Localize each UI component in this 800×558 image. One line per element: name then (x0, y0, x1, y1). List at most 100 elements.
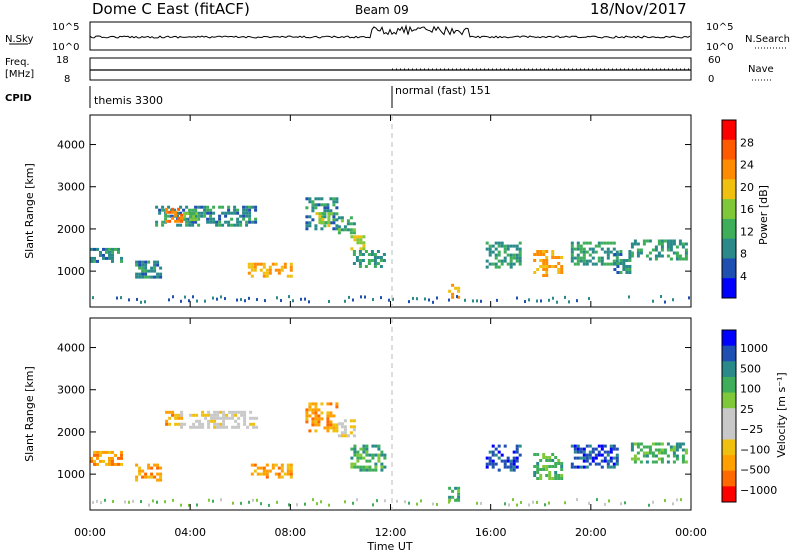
echo-cell (612, 447, 616, 451)
echo-cell (206, 220, 210, 224)
colorbar-frame (721, 119, 737, 299)
echo-cell (545, 268, 549, 271)
y-tick-label: 2000 (57, 426, 85, 439)
echo-cell (582, 453, 586, 457)
echo-cell (681, 448, 685, 452)
echo-cell (332, 215, 336, 219)
echo-cell (488, 244, 492, 248)
echo-cell (153, 475, 157, 479)
echo-cell (512, 456, 516, 460)
echo-cell (639, 248, 643, 252)
echo-cell (551, 477, 555, 480)
echo-cell (206, 211, 210, 215)
echo-cell (346, 228, 350, 232)
echo-cell (377, 453, 381, 457)
echo-cell (318, 218, 322, 222)
echo-cell (548, 459, 552, 462)
echo-cell (268, 265, 272, 269)
y-tick-label: 4000 (57, 342, 85, 355)
echo-cell (451, 295, 455, 299)
echo-cell (289, 466, 293, 470)
echo-cell (666, 442, 670, 446)
echo-cell (654, 245, 658, 249)
echo-cell (675, 448, 679, 452)
echo-cell (350, 462, 354, 466)
echo-cell (597, 259, 601, 263)
echo-cell (280, 268, 284, 272)
echo-cell (188, 208, 192, 212)
echo-cell (195, 419, 199, 423)
echo-cell (619, 271, 623, 274)
echo-cell (317, 203, 321, 207)
echo-cell (174, 413, 178, 417)
echo-cell (191, 208, 195, 212)
echo-cell (189, 218, 193, 222)
colorbar-swatch (722, 330, 736, 347)
echo-cell (412, 296, 414, 300)
time-axis: 00:00 04:00 08:00 12:00 16:00 20:00 00:00 (74, 115, 707, 539)
echo-cell (579, 259, 583, 263)
echo-cell (648, 503, 650, 507)
echo-cell (576, 241, 580, 245)
nsky-label: N.Sky (5, 34, 33, 45)
echo-cell (603, 250, 607, 254)
echo-cell (432, 502, 434, 506)
echo-cell (120, 259, 123, 263)
echo-cell (524, 300, 526, 304)
echo-cell (320, 417, 324, 421)
echo-cell (603, 444, 607, 448)
echo-cell (176, 223, 180, 227)
echo-cell (404, 500, 406, 504)
echo-cell (224, 211, 228, 215)
echo-cell (198, 425, 202, 429)
echo-cell (180, 413, 184, 417)
echo-cell (346, 222, 350, 226)
echo-cell (265, 469, 269, 473)
echo-cell (660, 245, 664, 249)
echo-cell (179, 223, 183, 227)
echo-cell (545, 259, 549, 262)
echo-cell (678, 254, 682, 258)
colorbar-tick-label: 25 (740, 403, 754, 416)
echo-cell (609, 456, 613, 460)
echo-cell (155, 223, 159, 227)
echo-cell (348, 295, 350, 299)
echo-cell (326, 417, 330, 421)
echo-cell (352, 222, 356, 226)
echo-cell (96, 462, 99, 466)
echo-cell (252, 422, 256, 426)
echo-cell (186, 212, 190, 216)
echo-cell (248, 296, 250, 300)
echo-cell (588, 259, 592, 263)
echo-cell (628, 256, 632, 259)
echo-cell (352, 228, 356, 232)
echo-cell (678, 445, 682, 449)
echo-cell (343, 428, 347, 432)
echo-cell (528, 503, 530, 507)
echo-cell (156, 472, 160, 476)
echo-cell (259, 472, 263, 476)
echo-cell (585, 241, 589, 245)
echo-cell (164, 217, 168, 221)
echo-cell (515, 259, 519, 263)
echo-cell (156, 272, 160, 276)
echo-cell (432, 300, 434, 304)
echo-cell (542, 250, 546, 253)
echo-cell (615, 462, 619, 466)
echo-cell (585, 250, 589, 254)
echo-cell (138, 466, 142, 470)
echo-cell (609, 250, 613, 254)
echo-cell (343, 434, 347, 438)
echo-cell (179, 211, 183, 215)
echo-cell (296, 503, 298, 507)
echo-cell (380, 450, 384, 454)
echo-cell (96, 259, 99, 263)
echo-cell (669, 248, 673, 252)
echo-cell (518, 453, 522, 457)
echo-cell (314, 203, 318, 207)
echo-cell (114, 462, 117, 466)
echo-cell (560, 465, 564, 468)
echo-cell (570, 444, 574, 448)
echo-cell (358, 259, 362, 262)
echo-cell (286, 472, 290, 476)
